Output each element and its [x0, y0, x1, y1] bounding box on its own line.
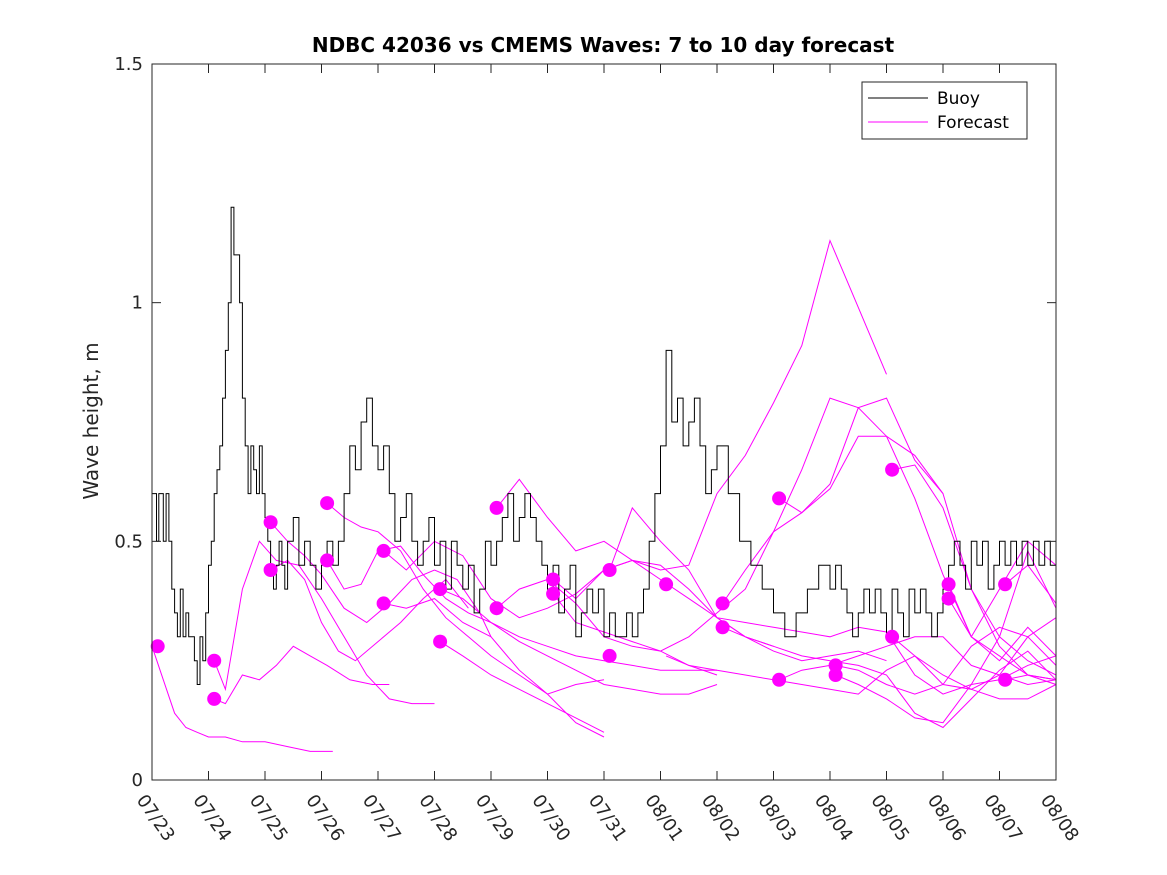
forecast-marker-17 [659, 577, 674, 592]
forecast-run-line-17 [722, 435, 1057, 662]
forecast-marker-2 [207, 653, 222, 668]
forecast-marker-6 [320, 553, 335, 568]
marker-layer [150, 462, 1013, 706]
legend-box [861, 81, 1028, 140]
forecast-marker-7 [376, 543, 391, 558]
forecast-marker-12 [489, 601, 504, 616]
y-tick-label-1: 0.5 [114, 531, 143, 552]
forecast-marker-27 [941, 591, 956, 606]
y-tick-label-2: 1 [132, 293, 143, 314]
forecast-marker-10 [433, 634, 448, 649]
y-axis-label: Wave height, m [79, 342, 103, 499]
forecast-marker-20 [772, 491, 787, 506]
forecast-marker-14 [546, 586, 561, 601]
forecast-run-line-1 [214, 645, 390, 705]
forecast-run-line-12 [496, 397, 944, 652]
forecast-run-line-28 [1004, 674, 1057, 681]
forecast-marker-29 [998, 672, 1013, 687]
forecast-marker-9 [433, 582, 448, 597]
forecast-run-line-16 [665, 655, 1057, 700]
forecast-marker-18 [715, 596, 730, 611]
forecast-marker-22 [828, 658, 843, 673]
forecast-run-line-18 [722, 626, 1057, 729]
forecast-run-line-25 [948, 584, 1057, 685]
forecast-marker-21 [772, 672, 787, 687]
y-tick-label-0: 0 [132, 770, 143, 791]
plot-area [152, 64, 1056, 780]
forecast-marker-3 [263, 515, 278, 530]
y-tick-label-3: 1.5 [114, 54, 143, 75]
forecast-run-line-3 [270, 559, 469, 662]
buoy-series-line [152, 206, 1057, 685]
series-layer [151, 206, 1057, 752]
forecast-run-line-0 [151, 646, 333, 752]
forecast-marker-23 [828, 668, 843, 682]
forecast-run-line-10 [439, 641, 605, 733]
forecast-run-line-4 [270, 521, 492, 638]
forecast-marker-0 [150, 639, 165, 654]
forecast-run-line-9 [439, 588, 718, 695]
forecast-run-line-19 [778, 397, 1057, 681]
forecast-run-line-24 [891, 617, 1057, 690]
forecast-marker-8 [376, 596, 391, 611]
forecast-marker-11 [489, 500, 504, 515]
forecast-run-line-2 [213, 540, 435, 705]
forecast-marker-19 [715, 620, 730, 635]
forecast-marker-26 [941, 577, 956, 592]
forecast-marker-15 [602, 563, 617, 577]
legend-forecast-label: Forecast [937, 113, 1009, 133]
forecast-run-line-11 [496, 239, 887, 571]
forecast-marker-5 [320, 496, 335, 511]
forecast-run-line-26 [948, 540, 1057, 638]
forecast-run-line-22 [835, 549, 1057, 724]
forecast-marker-13 [546, 572, 561, 587]
forecast-marker-25 [885, 629, 900, 644]
chart-title: NDBC 42036 vs CMEMS Waves: 7 to 10 day f… [312, 33, 895, 57]
forecast-marker-1 [207, 691, 222, 706]
legend-buoy-label: Buoy [937, 89, 980, 109]
legend: Buoy Forecast [861, 81, 1028, 140]
forecast-marker-28 [998, 577, 1013, 592]
forecast-marker-24 [885, 462, 900, 477]
forecast-marker-4 [263, 563, 278, 577]
forecast-marker-16 [602, 648, 617, 663]
